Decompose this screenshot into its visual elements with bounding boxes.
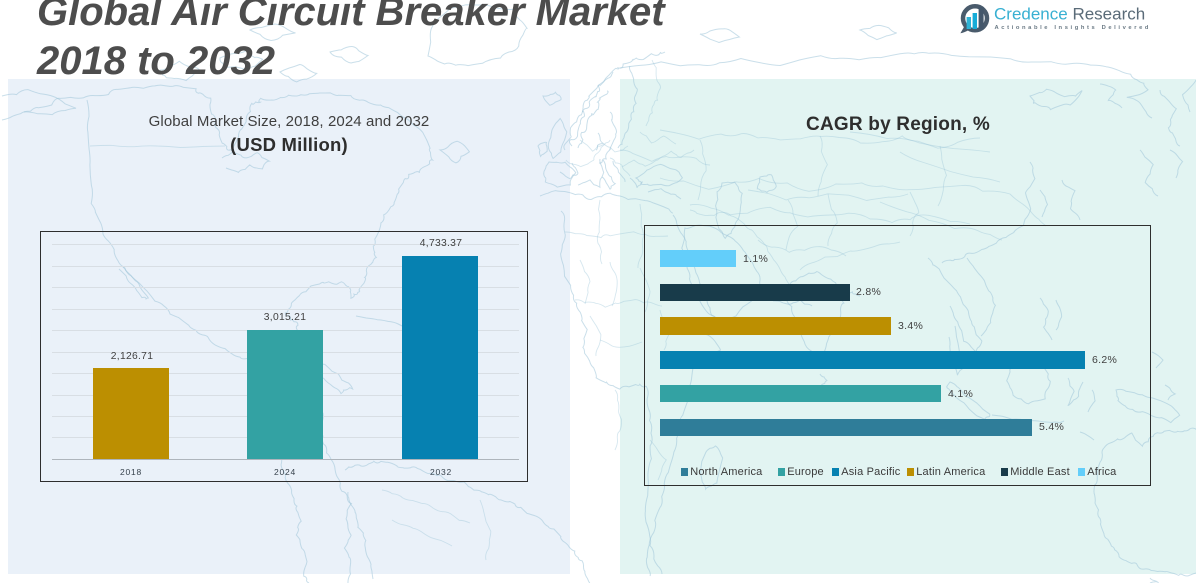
svg-text:Credence Research: Credence Research xyxy=(994,4,1145,23)
svg-text:Actionable Insights Delivered: Actionable Insights Delivered xyxy=(995,25,1152,31)
